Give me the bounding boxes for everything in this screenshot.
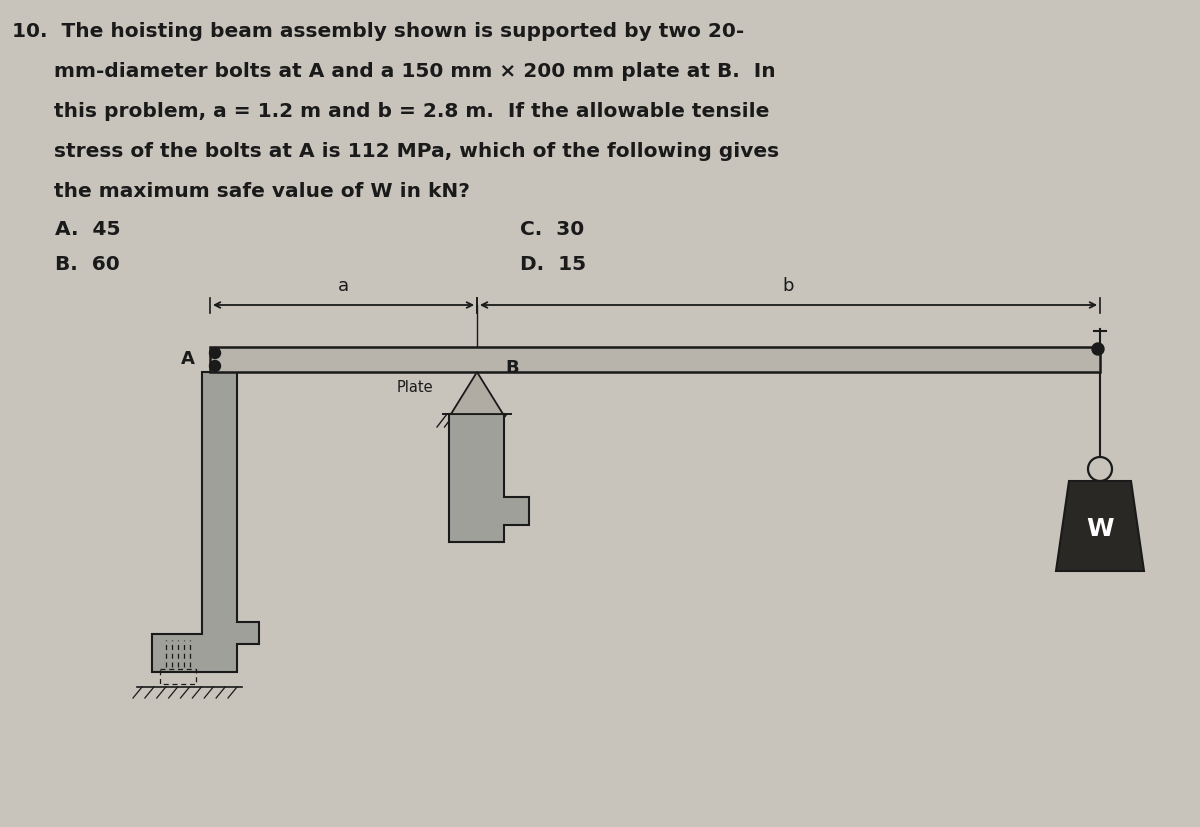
Text: B: B: [505, 359, 518, 377]
Text: D.  15: D. 15: [520, 255, 586, 274]
Circle shape: [210, 361, 221, 371]
Text: C.  30: C. 30: [520, 220, 584, 239]
Text: A: A: [181, 351, 194, 369]
Circle shape: [1092, 343, 1104, 355]
Circle shape: [210, 347, 221, 358]
Polygon shape: [152, 372, 259, 672]
Polygon shape: [451, 372, 503, 414]
Bar: [210, 347, 1100, 372]
Text: this problem, a = 1.2 m and b = 2.8 m.  If the allowable tensile: this problem, a = 1.2 m and b = 2.8 m. I…: [12, 102, 769, 121]
Text: a: a: [338, 277, 349, 295]
Text: B.  60: B. 60: [55, 255, 120, 274]
Text: mm-diameter bolts at A and a 150 mm × 200 mm plate at B.  In: mm-diameter bolts at A and a 150 mm × 20…: [12, 62, 775, 81]
Text: the maximum safe value of W in kN?: the maximum safe value of W in kN?: [12, 182, 470, 201]
Text: b: b: [782, 277, 794, 295]
Text: W: W: [1086, 517, 1114, 541]
Polygon shape: [450, 414, 529, 542]
Text: stress of the bolts at A is 112 MPa, which of the following gives: stress of the bolts at A is 112 MPa, whi…: [12, 142, 779, 161]
Text: A.  45: A. 45: [55, 220, 120, 239]
Text: 10.  The hoisting beam assembly shown is supported by two 20-: 10. The hoisting beam assembly shown is …: [12, 22, 744, 41]
Polygon shape: [1056, 481, 1144, 571]
Text: Plate: Plate: [397, 380, 433, 395]
